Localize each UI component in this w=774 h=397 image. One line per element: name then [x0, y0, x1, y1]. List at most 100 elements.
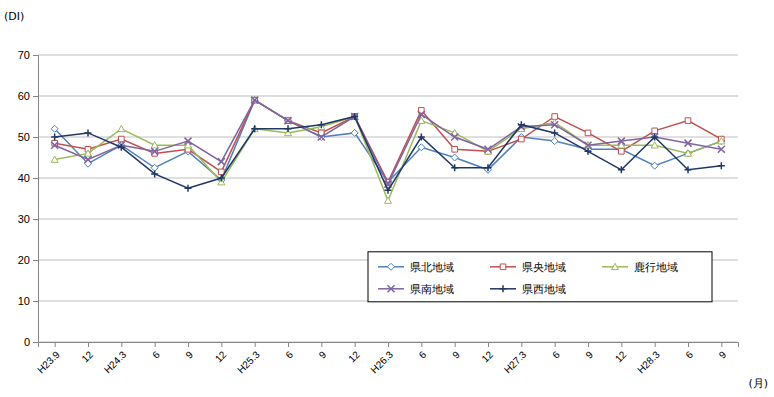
x-tick-mark	[321, 342, 322, 347]
x-tick-label: 12	[479, 349, 495, 365]
y-tick: 50	[18, 131, 38, 143]
x-tick-mark	[255, 342, 256, 347]
marker	[551, 138, 558, 145]
y-tick-label: 30	[18, 213, 30, 225]
grid-line	[38, 137, 738, 138]
x-tick: H26.3	[368, 342, 395, 375]
x-tick: 9	[450, 342, 462, 361]
marker	[551, 129, 558, 136]
series-markers	[51, 97, 725, 188]
marker	[251, 125, 258, 132]
marker	[285, 125, 292, 132]
x-tick: H23.9	[35, 342, 62, 375]
grid	[38, 55, 738, 342]
y-tick-mark	[33, 219, 38, 220]
x-tick: 9	[717, 342, 729, 361]
x-tick-mark	[88, 342, 89, 347]
legend-label: 県北地域	[410, 261, 454, 274]
legend-entry: 県北地域	[378, 261, 454, 274]
y-tick: 60	[18, 90, 38, 102]
x-tick-mark	[155, 342, 156, 347]
marker	[352, 114, 358, 120]
y-tick: 40	[18, 172, 38, 184]
marker	[718, 162, 725, 169]
x-tick: 9	[183, 342, 195, 361]
marker	[685, 150, 692, 157]
y-tick: 30	[18, 213, 38, 225]
marker	[318, 121, 325, 128]
y-tick: 10	[18, 295, 38, 307]
y-tick-mark	[33, 342, 38, 343]
x-tick-mark	[655, 342, 656, 347]
x-tick-label: 12	[346, 349, 362, 365]
x-tick: 12	[479, 342, 495, 364]
marker	[385, 197, 392, 203]
marker	[551, 121, 558, 128]
marker	[618, 166, 625, 173]
marker	[85, 156, 92, 163]
x-tick-label: 6	[683, 349, 695, 361]
x-tick: H28.3	[635, 342, 662, 375]
y-tick-label: 0	[24, 336, 30, 348]
x-tick-label: H27.3	[502, 349, 529, 376]
marker	[518, 121, 525, 128]
marker	[452, 147, 458, 153]
marker	[451, 134, 458, 141]
legend-marker	[612, 263, 619, 269]
marker	[585, 130, 591, 136]
x-tick-label: 6	[550, 349, 562, 361]
x-tick-label: 12	[79, 349, 95, 365]
x-tick-label: H24.3	[102, 349, 129, 376]
x-tick: 6	[550, 342, 562, 361]
x-tick: H24.3	[102, 342, 129, 375]
marker	[218, 158, 225, 165]
marker	[285, 117, 292, 124]
marker	[685, 140, 692, 147]
marker	[251, 97, 258, 104]
marker	[151, 142, 158, 148]
marker	[185, 138, 192, 145]
marker	[251, 97, 258, 104]
x-tick-mark	[721, 342, 722, 347]
y-axis: 010203040506070	[18, 49, 39, 348]
marker	[651, 134, 658, 141]
marker	[485, 164, 492, 171]
marker	[285, 117, 292, 124]
y-tick-label: 10	[18, 295, 30, 307]
series-markers	[51, 113, 725, 203]
y-tick-label: 20	[18, 254, 30, 266]
legend-label: 県央地域	[522, 261, 566, 274]
legend-entry: 県西地域	[490, 283, 566, 296]
legend-marker	[388, 263, 395, 270]
x-tick-mark	[221, 342, 222, 347]
series-group	[51, 97, 725, 204]
y-tick-mark	[33, 137, 38, 138]
series-line	[55, 117, 722, 201]
marker	[718, 146, 725, 153]
marker	[519, 136, 525, 142]
x-tick-label: 6	[417, 349, 429, 361]
legend-marker	[388, 285, 395, 292]
x-tick: 6	[683, 342, 695, 361]
y-tick-label: 40	[18, 172, 30, 184]
marker	[85, 150, 92, 156]
marker	[285, 118, 291, 124]
marker	[418, 144, 425, 151]
y-axis-line	[33, 56, 39, 343]
legend-box	[368, 252, 712, 302]
x-axis: H23.912H24.36912H25.36912H26.36912H27.36…	[35, 342, 738, 375]
marker	[385, 187, 392, 194]
x-tick-label: H25.3	[235, 349, 262, 376]
marker	[685, 166, 692, 173]
marker	[118, 125, 125, 131]
marker	[351, 129, 358, 136]
series-line	[55, 100, 722, 182]
marker	[51, 125, 58, 132]
legend-label: 県西地域	[522, 283, 566, 296]
x-axis-title: (月)	[748, 377, 768, 390]
series-line	[55, 100, 722, 184]
x-tick: 12	[613, 342, 629, 364]
legend-label: 鹿行地域	[634, 261, 678, 274]
marker	[151, 164, 158, 171]
x-tick-label: 9	[183, 349, 195, 361]
